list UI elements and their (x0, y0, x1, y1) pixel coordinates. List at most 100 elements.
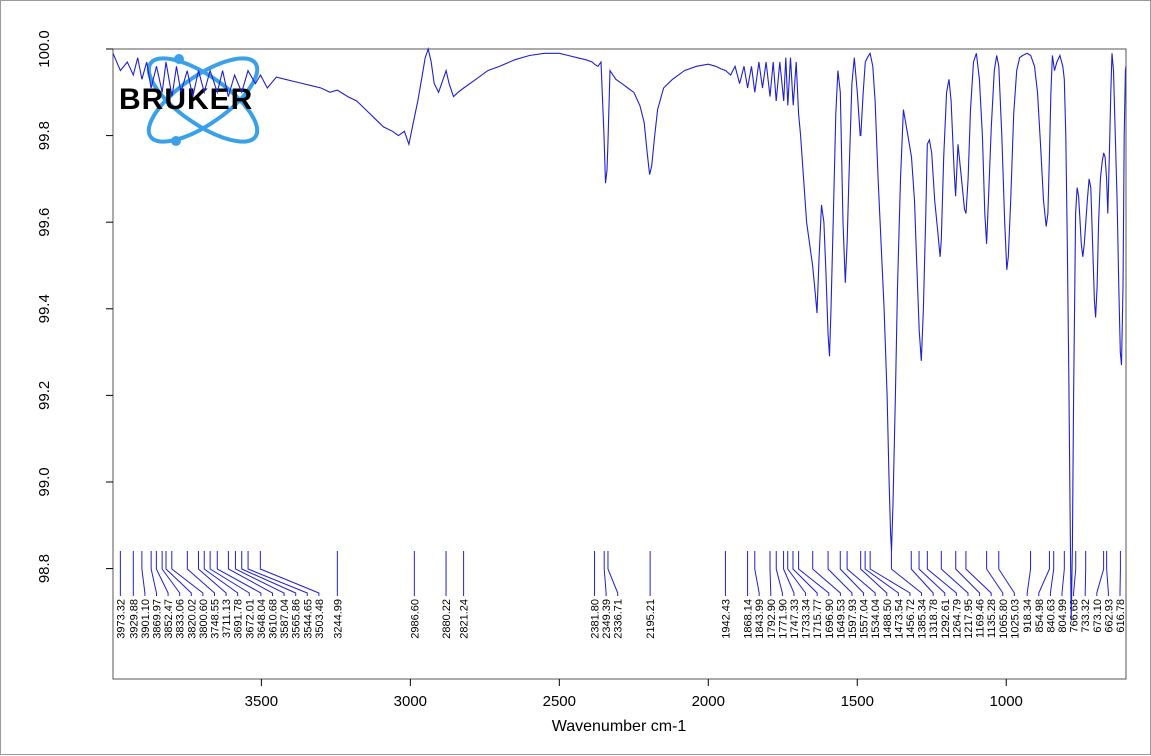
peak-label: 3869.97 (151, 599, 163, 639)
peak-marker (911, 551, 933, 596)
peak-marker (604, 551, 606, 596)
logo-dot-bottom (171, 136, 181, 146)
y-tick-label: 99.6 (36, 208, 53, 237)
x-tick-label: 1500 (841, 693, 874, 710)
peak-label: 3544.65 (302, 599, 314, 639)
spectrum-series-line (113, 49, 1126, 621)
peak-label: 3800.60 (198, 599, 210, 639)
peak-label: 3833.06 (175, 599, 187, 639)
peak-marker (755, 551, 759, 596)
peak-marker (1039, 551, 1050, 596)
peak-label: 840.63 (1045, 599, 1057, 633)
peak-label: 1456.72 (905, 599, 917, 639)
peak-label: 2821.24 (459, 599, 471, 639)
peak-label: 1169.46 (975, 599, 987, 638)
peak-label: 3820.02 (186, 599, 198, 639)
peak-label: 3503.48 (314, 599, 326, 639)
peak-label: 1318.78 (928, 599, 940, 639)
peak-marker (870, 551, 910, 596)
peak-label: 616.78 (1115, 599, 1127, 633)
x-tick-label: 3500 (245, 693, 278, 710)
peak-marker (813, 551, 841, 596)
bruker-logo: BRUKER (119, 44, 269, 157)
peak-marker (1097, 551, 1104, 596)
peak-marker (891, 551, 921, 596)
logo-dot-top (174, 54, 184, 64)
peak-label: 1534.04 (870, 599, 882, 639)
peak-label: 662.93 (1103, 599, 1115, 633)
peak-marker (151, 551, 156, 596)
peak-label: 1217.95 (963, 599, 975, 639)
peak-marker (966, 551, 991, 596)
peak-marker (1107, 551, 1109, 596)
peak-label: 1649.53 (835, 599, 847, 639)
peak-label: 3565.86 (291, 599, 303, 639)
peak-marker (987, 551, 1003, 596)
peak-label: 2195.21 (645, 599, 657, 639)
peak-label: 3672.01 (244, 599, 256, 639)
y-tick-label: 99.2 (36, 381, 53, 410)
peak-label: 2381.80 (590, 599, 602, 639)
peak-label: 1942.43 (720, 599, 732, 639)
x-tick-label: 1000 (990, 693, 1023, 710)
peak-label: 1473.54 (893, 599, 905, 639)
y-tick-label: 98.8 (36, 554, 53, 583)
peak-label: 1747.33 (789, 599, 801, 639)
peak-label: 3610.68 (267, 599, 279, 639)
x-axis-title: Wavenumber cm-1 (552, 718, 687, 735)
peak-label: 1696.90 (824, 599, 836, 639)
peak-marker-lines (120, 551, 1120, 596)
peak-marker (927, 551, 956, 596)
peak-marker (776, 551, 782, 596)
peak-label: 1771.90 (777, 599, 789, 639)
peak-marker (793, 551, 817, 596)
peak-label: 673.10 (1092, 599, 1104, 633)
bruker-logo-text: BRUKER (119, 83, 253, 116)
peak-marker (217, 551, 261, 596)
y-tick-label: 99.0 (36, 467, 53, 496)
peak-marker (956, 551, 980, 596)
peak-label: 3852.47 (163, 599, 175, 639)
peak-label: 854.98 (1034, 599, 1046, 633)
peak-marker (608, 551, 618, 596)
peak-marker (1050, 551, 1053, 596)
peak-marker (1027, 551, 1030, 596)
peak-label: 2349.39 (601, 599, 613, 639)
peak-label: 3648.04 (256, 599, 268, 639)
peak-label: 3929.88 (128, 599, 140, 639)
peak-label: 1135.28 (986, 599, 998, 638)
peak-label: 733.32 (1080, 599, 1092, 633)
peak-marker (242, 551, 296, 596)
peak-label: 3587.04 (279, 599, 291, 639)
peak-marker (204, 551, 237, 596)
peak-label: 2336.71 (613, 599, 625, 639)
peak-marker (210, 551, 249, 596)
peak-label: 1557.04 (859, 599, 871, 639)
peak-marker (999, 551, 1015, 596)
y-tick-label: 99.4 (36, 294, 53, 323)
peak-label: 918.34 (1022, 599, 1034, 633)
peak-label: 3691.78 (233, 599, 245, 639)
peak-marker (941, 551, 968, 596)
peak-label: 1385.34 (917, 599, 929, 639)
peak-marker (1074, 551, 1076, 596)
peak-label: 1264.79 (951, 599, 963, 639)
y-tick-label: 99.8 (36, 121, 53, 150)
peak-label: 1868.14 (743, 599, 755, 639)
peak-marker (788, 551, 806, 596)
peak-marker (770, 551, 771, 596)
peak-label: 1597.93 (847, 599, 859, 639)
peak-label: 804.99 (1057, 599, 1069, 633)
peak-label: 1292.61 (940, 599, 952, 639)
peak-label: 3244.99 (332, 599, 344, 639)
peak-label: 1843.99 (754, 599, 766, 639)
peak-label: 3748.55 (209, 599, 221, 639)
peak-marker (784, 551, 794, 596)
peak-label: 3711.13 (221, 599, 233, 638)
peak-label: 1792.90 (766, 599, 778, 639)
plot-area-border (113, 49, 1126, 679)
peak-label: 1733.34 (801, 599, 813, 639)
peak-label: 766.68 (1069, 599, 1081, 633)
